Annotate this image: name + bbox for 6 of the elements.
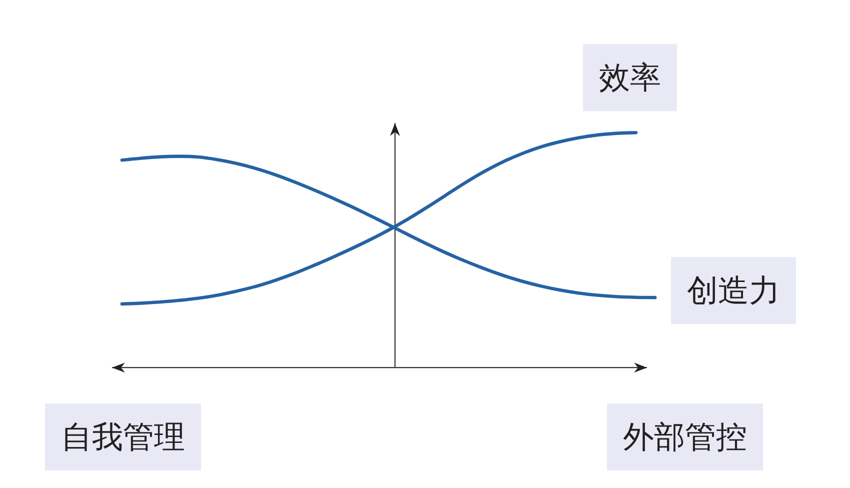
annotation: 自我管理 (45, 404, 201, 470)
series-name: 创造力 (671, 257, 796, 324)
series-name: 效率 (582, 44, 677, 112)
series-label: 效率 (598, 60, 661, 96)
series-label: 创造力 (687, 273, 780, 308)
annotation: 外部管控 (607, 404, 763, 470)
